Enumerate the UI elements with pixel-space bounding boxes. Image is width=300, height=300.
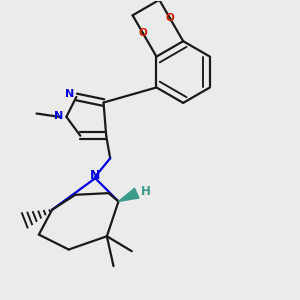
Text: N: N (90, 169, 101, 182)
Polygon shape (118, 188, 139, 201)
Text: N: N (55, 111, 64, 121)
Text: N: N (65, 89, 74, 99)
Text: H: H (141, 185, 151, 198)
Text: O: O (165, 13, 174, 23)
Text: O: O (139, 28, 148, 38)
